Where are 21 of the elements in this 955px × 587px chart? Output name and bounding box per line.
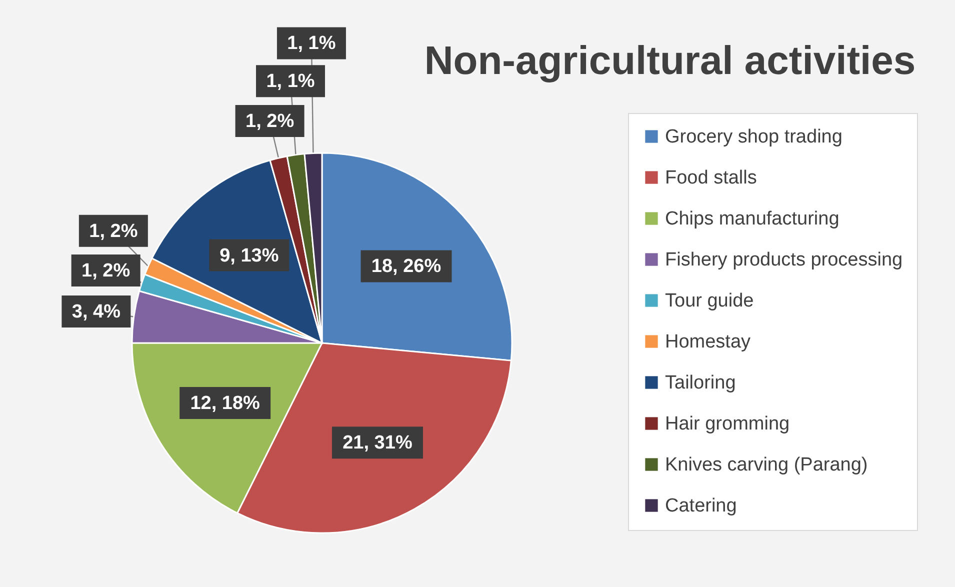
legend-label: Tour guide xyxy=(665,290,754,312)
data-label: 9, 13% xyxy=(220,245,279,266)
legend-label: Chips manufacturing xyxy=(665,208,840,230)
data-label: 12, 18% xyxy=(190,393,260,414)
data-label: 1, 2% xyxy=(82,260,130,282)
data-label: 21, 31% xyxy=(342,432,412,454)
data-label: 1, 2% xyxy=(89,220,138,242)
data-label: 3, 4% xyxy=(72,302,121,322)
legend-label: Grocery shop trading xyxy=(665,126,842,148)
legend-label: Tailoring xyxy=(665,372,736,394)
legend-label: Knives carving (Parang) xyxy=(665,454,868,476)
data-label: 1, 1% xyxy=(287,33,336,54)
legend-label: Catering xyxy=(665,496,737,516)
legend-label: Hair gromming xyxy=(665,414,790,434)
legend-label: Fishery products processing xyxy=(665,250,903,270)
legend-label: Homestay xyxy=(665,332,752,352)
data-label: 1, 1% xyxy=(266,71,315,92)
data-label: 18, 26% xyxy=(371,256,442,278)
legend-label: Food stalls xyxy=(665,168,757,188)
chart-title: Non-agricultural activities xyxy=(424,39,916,83)
data-label: 1, 2% xyxy=(246,111,294,132)
